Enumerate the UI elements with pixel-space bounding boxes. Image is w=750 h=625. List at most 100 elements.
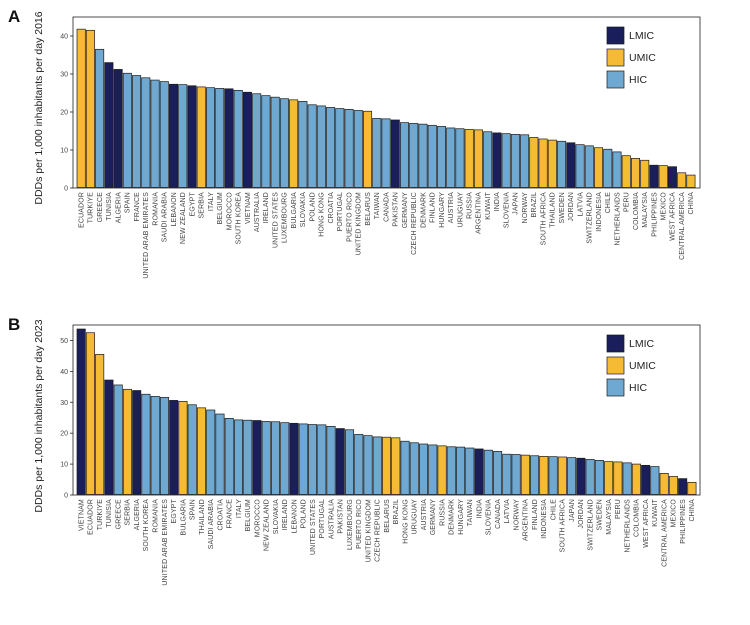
x-tick-label: PAKISTAN bbox=[393, 192, 400, 227]
bar bbox=[316, 105, 326, 188]
bar bbox=[686, 174, 696, 188]
x-tick-label: PUERTO RICO bbox=[356, 499, 363, 549]
bar bbox=[473, 129, 483, 188]
x-tick-label: SAUDI ARABIA bbox=[208, 499, 215, 549]
x-tick-label: THAILAND bbox=[199, 499, 206, 535]
x-tick-label: JORDAN bbox=[578, 499, 585, 529]
bar bbox=[419, 443, 429, 495]
x-tick-label: LEBANON bbox=[291, 499, 298, 533]
bar bbox=[464, 129, 474, 188]
bar bbox=[493, 451, 503, 495]
bar bbox=[363, 435, 373, 495]
bar bbox=[372, 118, 382, 188]
x-tick-label: ROMANIA bbox=[152, 192, 159, 226]
x-tick-label: TAIWAN bbox=[467, 499, 474, 526]
x-tick-label: GERMANY bbox=[402, 192, 409, 228]
x-tick-label: SERBIA bbox=[199, 192, 206, 219]
x-tick-label: PORTUGAL bbox=[337, 192, 344, 231]
bar bbox=[594, 460, 604, 495]
bar bbox=[687, 481, 697, 495]
legend-swatch bbox=[606, 334, 625, 353]
x-tick-label: SLOVAKIA bbox=[300, 192, 307, 227]
x-tick-label: INDIA bbox=[494, 192, 501, 212]
legend-label: UMIC bbox=[629, 360, 656, 372]
bar bbox=[631, 463, 641, 495]
bar bbox=[169, 83, 179, 188]
bar bbox=[243, 419, 253, 495]
bar bbox=[169, 400, 179, 495]
x-tick-label: PORTUGAL bbox=[319, 499, 326, 538]
bar bbox=[178, 401, 188, 495]
bar bbox=[557, 456, 567, 495]
x-tick-label: NETHERLANDS bbox=[624, 499, 631, 553]
x-tick-label: SLOVAKIA bbox=[273, 499, 280, 534]
x-tick-label: CROATIA bbox=[328, 192, 335, 224]
bar bbox=[298, 423, 308, 495]
panel-b: B DDDs per 1,000 inhabitants per day 202… bbox=[8, 315, 701, 586]
bar bbox=[252, 93, 262, 188]
bar bbox=[585, 459, 595, 495]
x-tick-label: SWITZERLAND bbox=[587, 192, 594, 244]
x-tick-label: ALGERIA bbox=[134, 499, 141, 530]
bar bbox=[345, 429, 355, 495]
x-tick-label: PUERTO RICO bbox=[346, 192, 353, 242]
x-tick-label: SOUTH KOREA bbox=[143, 499, 150, 552]
bar bbox=[215, 413, 225, 495]
x-tick-label: BULGARIA bbox=[291, 192, 298, 229]
panel-a-legend: LMIC UMIC HIC bbox=[606, 26, 656, 89]
x-tick-label: TAIWAN bbox=[374, 192, 381, 219]
x-tick-label: KUWAIT bbox=[485, 191, 492, 219]
x-tick-label: MALAYSIA bbox=[606, 499, 613, 535]
x-tick-label: LUXEMBOURG bbox=[282, 192, 289, 243]
x-tick-label: HONG KONG bbox=[319, 192, 326, 237]
bar bbox=[382, 436, 392, 495]
bar bbox=[187, 85, 197, 188]
bar bbox=[344, 108, 354, 188]
bar bbox=[566, 142, 576, 188]
bar bbox=[436, 126, 446, 188]
bar bbox=[122, 72, 132, 188]
bar bbox=[409, 123, 419, 188]
x-tick-label: INDONESIA bbox=[596, 192, 603, 232]
bar bbox=[224, 88, 234, 188]
x-tick-label: DENMARK bbox=[420, 192, 427, 228]
bar bbox=[141, 393, 151, 495]
x-tick-label: PHILIPPINES bbox=[680, 499, 687, 544]
x-tick-label: UNITED STATES bbox=[272, 192, 279, 248]
panel-a-y-axis: 0 10 20 30 40 bbox=[60, 34, 73, 193]
bar bbox=[428, 444, 438, 495]
panel-a-frame bbox=[72, 16, 701, 189]
bar bbox=[196, 407, 206, 495]
bar bbox=[520, 134, 530, 188]
bar bbox=[409, 442, 419, 495]
x-tick-label: TUNISIA bbox=[106, 192, 113, 221]
x-tick-label: ECUADOR bbox=[88, 499, 95, 535]
x-tick-label: TURKIYE bbox=[88, 192, 95, 223]
bar bbox=[659, 473, 669, 495]
x-tick-label: AUSTRALIA bbox=[254, 192, 261, 232]
x-tick-label: CENTRAL AMERICA bbox=[661, 499, 668, 567]
x-tick-label: CANADA bbox=[383, 192, 390, 222]
x-tick-label: GREECE bbox=[97, 192, 104, 223]
bar bbox=[113, 69, 123, 188]
panel-a-ylabel: DDDs per 1,000 inhabitants per day 2016 bbox=[33, 11, 45, 204]
x-tick-label: AUSTRALIA bbox=[328, 499, 335, 539]
x-tick-label: RUSSIA bbox=[439, 499, 446, 526]
bar bbox=[261, 421, 271, 495]
x-tick-label: WEST AFRICA bbox=[643, 499, 650, 548]
x-tick-label: ARGENTINA bbox=[523, 499, 530, 541]
x-tick-label: BELARUS bbox=[384, 499, 391, 533]
x-tick-label: EGYPT bbox=[171, 498, 178, 523]
y-tick-label: 20 bbox=[60, 431, 68, 438]
bar bbox=[317, 424, 327, 495]
bar bbox=[104, 379, 114, 495]
bar bbox=[483, 131, 493, 188]
x-tick-label: KUWAIT bbox=[652, 498, 659, 526]
bar bbox=[622, 462, 632, 495]
x-tick-label: FINLAND bbox=[430, 192, 437, 223]
bar bbox=[511, 454, 521, 495]
bar bbox=[95, 48, 105, 188]
bar bbox=[446, 127, 456, 188]
x-tick-label: SLOVENIA bbox=[486, 499, 493, 535]
bar bbox=[363, 110, 373, 188]
